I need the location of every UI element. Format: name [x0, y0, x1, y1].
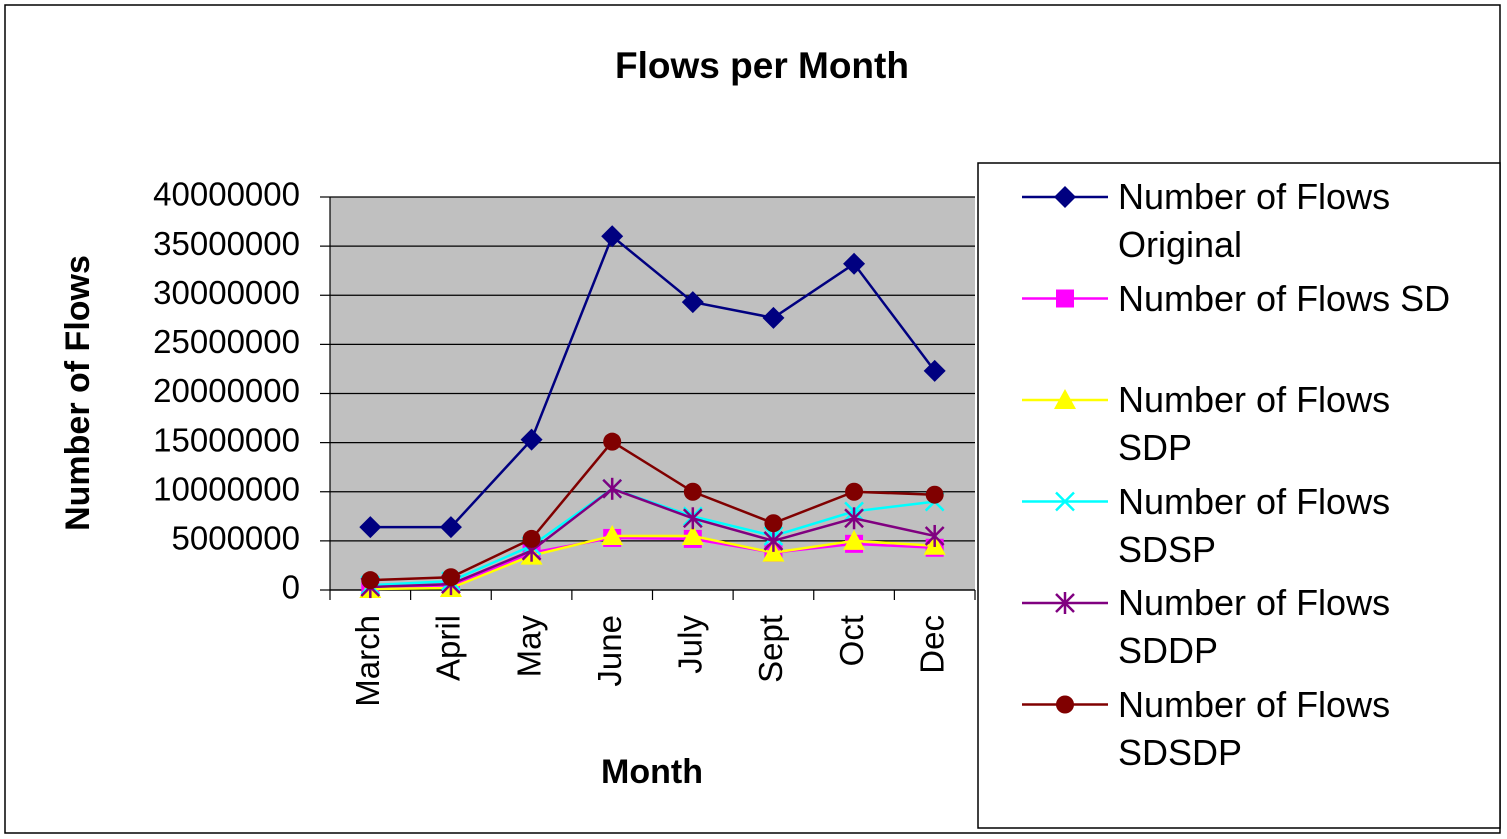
marker: [359, 516, 382, 539]
series-line: [370, 534, 935, 591]
series-line: [370, 234, 936, 529]
marker-shape: [603, 432, 622, 451]
y-tick-label: 10000000: [153, 470, 300, 507]
x-tick-label: May: [510, 615, 547, 678]
marker-shape: [843, 252, 866, 275]
marker-shape: [762, 306, 785, 329]
marker-shape: [439, 516, 462, 539]
marker: [1055, 491, 1075, 512]
series-line: [370, 487, 935, 589]
y-tick-label: 0: [282, 569, 300, 606]
marker-shape: [359, 516, 382, 539]
marker: [361, 571, 380, 590]
legend-box: [977, 162, 1501, 829]
marker: [925, 485, 944, 504]
marker: [923, 359, 946, 382]
marker-shape: [441, 568, 460, 587]
marker: [601, 524, 624, 545]
marker: [602, 477, 623, 500]
legend-label: Number of Flows SD: [1118, 277, 1451, 319]
marker: [681, 524, 704, 545]
marker-shape: [764, 514, 783, 533]
y-tick-label: 25000000: [153, 323, 300, 360]
marker-shape: [601, 225, 624, 248]
marker: [439, 516, 462, 539]
marker: [441, 568, 460, 587]
marker-shape: [923, 359, 946, 382]
marker-shape: [845, 482, 864, 501]
marker: [1056, 695, 1074, 714]
marker-shape: [681, 524, 704, 545]
marker-shape: [843, 529, 866, 550]
marker-shape: [925, 485, 944, 504]
marker: [764, 514, 783, 533]
x-axis-title: Month: [601, 753, 703, 791]
x-tick-label: March: [349, 615, 386, 707]
marker-shape: [520, 428, 543, 451]
marker: [520, 428, 543, 451]
marker-shape: [1056, 289, 1074, 308]
marker-shape: [1054, 186, 1076, 208]
marker: [683, 482, 702, 501]
x-tick-label: April: [430, 615, 467, 681]
series-line: [370, 536, 935, 590]
marker: [603, 432, 622, 451]
y-tick-label: 15000000: [153, 421, 300, 458]
legend-label: Number of Flows SDSDP: [1118, 683, 1391, 773]
marker: [843, 529, 866, 550]
y-tick-label: 20000000: [153, 372, 300, 409]
legend-label: Number of Flows SDSP: [1118, 480, 1391, 570]
marker-shape: [1055, 491, 1075, 512]
marker: [763, 529, 784, 552]
marker: [1055, 592, 1075, 614]
marker-shape: [1054, 389, 1076, 409]
marker-shape: [522, 529, 541, 548]
marker: [844, 507, 864, 530]
marker: [681, 291, 704, 314]
chart-title: Flows per Month: [615, 45, 909, 86]
marker: [1054, 389, 1076, 409]
marker: [522, 529, 541, 548]
y-axis-title: Number of Flows: [59, 255, 97, 531]
x-tick-label: Sept: [752, 615, 789, 683]
series-line: [370, 440, 935, 582]
legend-label: Number of Flows Original: [1118, 176, 1391, 265]
legend-label: Number of Flows SDP: [1118, 379, 1391, 468]
x-tick-label: Oct: [833, 615, 870, 666]
marker-shape: [601, 524, 624, 545]
marker-shape: [681, 291, 704, 314]
y-tick-label: 30000000: [153, 274, 300, 311]
x-tick-label: June: [591, 615, 628, 687]
marker: [924, 524, 945, 547]
marker: [1054, 186, 1076, 208]
marker: [762, 306, 785, 329]
legend-label: Number of Flows SDDP: [1118, 582, 1391, 671]
marker-shape: [683, 482, 702, 501]
marker: [682, 507, 703, 530]
marker: [845, 482, 864, 501]
marker: [1056, 289, 1074, 308]
marker-shape: [361, 571, 380, 590]
y-tick-label: 35000000: [153, 225, 300, 262]
y-tick-label: 5000000: [172, 520, 300, 557]
marker: [843, 252, 866, 275]
x-tick-label: July: [672, 615, 709, 674]
marker-shape: [1056, 695, 1074, 714]
y-tick-label: 40000000: [153, 176, 300, 213]
x-tick-label: Dec: [913, 615, 950, 674]
marker: [601, 225, 624, 248]
